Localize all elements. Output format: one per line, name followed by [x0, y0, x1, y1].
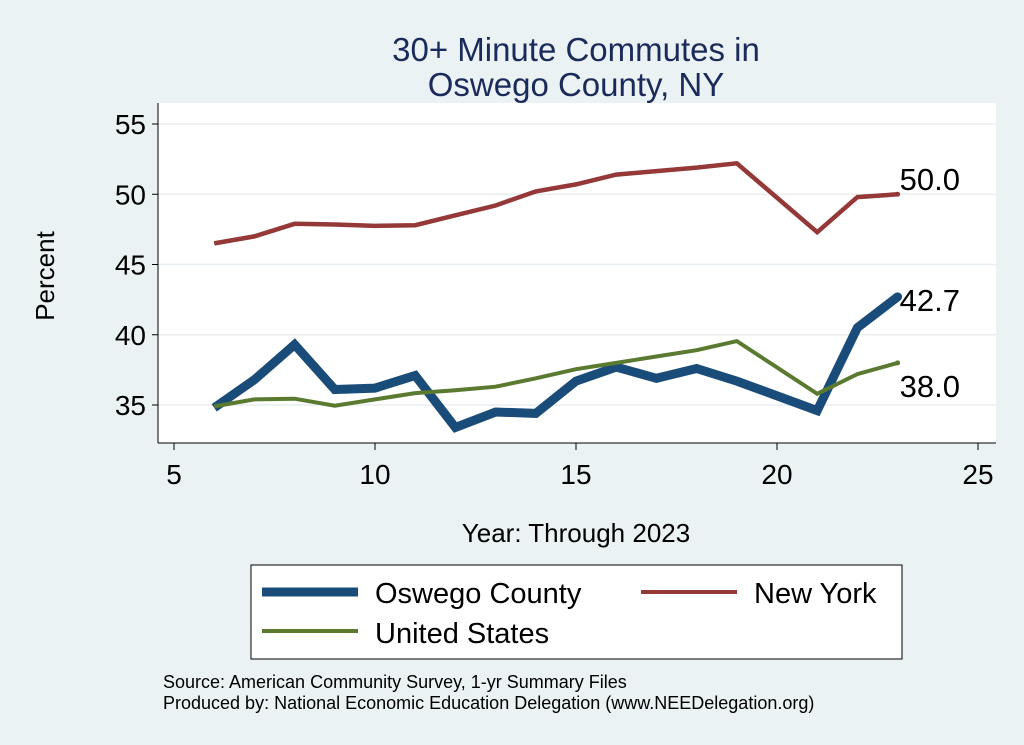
legend-box: [250, 564, 903, 660]
y-tick-label-55: 55: [115, 109, 146, 140]
y-tick-label-40: 40: [115, 320, 146, 351]
end-marker-oswego-county: [893, 292, 903, 302]
end-marker-united-states: [895, 360, 901, 366]
y-axis-title: Percent: [30, 230, 60, 320]
x-tick-label-5: 5: [166, 459, 182, 490]
chart-title-line-1: 30+ Minute Commutes in: [392, 31, 760, 68]
y-axis-ticks: 35 40 45 50 55: [115, 109, 158, 421]
legend-label-united-states: United States: [375, 618, 549, 650]
x-tick-label-15: 15: [560, 459, 591, 490]
end-label-oswego-county: 42.7: [900, 283, 960, 318]
end-label-new-york: 50.0: [900, 162, 960, 197]
plot-area: [158, 103, 996, 443]
y-tick-label-35: 35: [115, 390, 146, 421]
y-tick-label-50: 50: [115, 179, 146, 210]
source-note: Source: American Community Survey, 1-yr …: [163, 672, 627, 692]
series-layer: [211, 160, 903, 433]
chart-title-line-2: Oswego County, NY: [428, 66, 725, 103]
series-line-oswego-county: [211, 293, 901, 433]
end-labels: 42.7 50.0 38.0: [900, 162, 960, 404]
legend-label-oswego-county: Oswego County: [375, 578, 582, 610]
x-tick-label-20: 20: [761, 459, 792, 490]
end-label-united-states: 38.0: [900, 369, 960, 404]
end-marker-new-york: [895, 191, 901, 197]
x-axis-ticks: 5 10 15 20 25: [166, 443, 994, 490]
legend: Oswego County New York United States: [250, 564, 903, 660]
x-tick-label-25: 25: [962, 459, 993, 490]
x-tick-label-10: 10: [359, 459, 390, 490]
x-axis-title: Year: Through 2023: [462, 518, 690, 548]
produced-by-note: Produced by: National Economic Education…: [163, 693, 814, 713]
y-tick-label-45: 45: [115, 250, 146, 281]
series-line-new-york: [213, 160, 898, 246]
legend-label-new-york: New York: [754, 578, 877, 610]
